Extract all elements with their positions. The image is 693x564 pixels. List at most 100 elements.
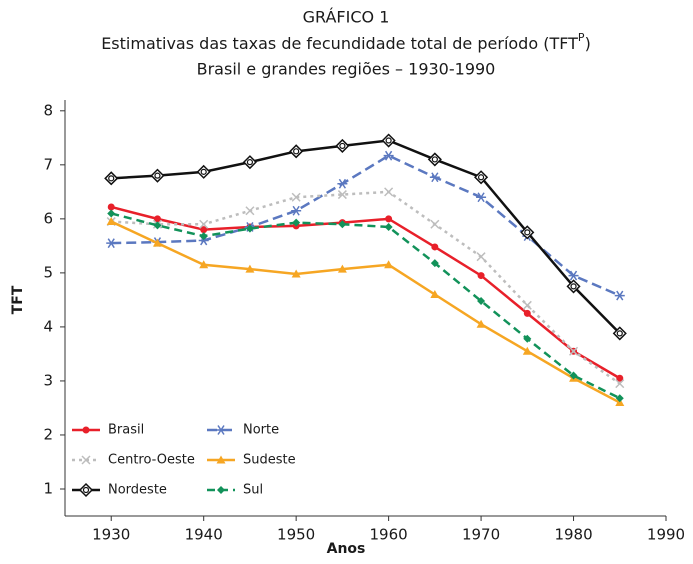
- marker: [431, 243, 439, 251]
- marker-shape: [339, 142, 346, 150]
- marker: [245, 264, 255, 273]
- x-tick-label: 1970: [462, 526, 500, 544]
- marker: [107, 203, 115, 211]
- subtitle-sup: P: [578, 31, 585, 44]
- marker-shape: [82, 486, 90, 494]
- marker: [430, 259, 439, 268]
- chart-subtitle: Estimativas das taxas de fecundidade tot…: [101, 31, 591, 53]
- marker: [199, 219, 209, 229]
- marker: [430, 219, 440, 229]
- marker-shape: [293, 148, 300, 155]
- marker-shape: [384, 222, 393, 231]
- marker-shape: [429, 172, 440, 183]
- marker-shape: [196, 164, 211, 179]
- y-tick-label: 3: [43, 371, 53, 389]
- marker-shape: [430, 219, 440, 229]
- marker: [153, 215, 161, 223]
- marker: [217, 486, 225, 494]
- marker: [216, 455, 226, 464]
- marker: [152, 238, 162, 247]
- x-tick-label: 1990: [647, 526, 685, 544]
- marker-shape: [612, 326, 627, 341]
- marker-shape: [242, 155, 257, 170]
- marker: [242, 155, 257, 170]
- marker: [612, 326, 627, 341]
- series-line: [110, 212, 621, 400]
- y-tick-label: 2: [43, 425, 53, 443]
- marker: [568, 270, 579, 281]
- marker: [291, 205, 302, 216]
- marker-shape: [476, 319, 486, 328]
- marker-shape: [523, 334, 532, 343]
- marker-shape: [108, 175, 115, 182]
- series-line: [111, 139, 621, 335]
- y-tick-label: 4: [43, 317, 53, 335]
- marker-shape: [338, 220, 347, 229]
- marker: [106, 238, 117, 249]
- series-line: [111, 190, 621, 385]
- marker-shape: [384, 187, 394, 197]
- marker: [614, 290, 625, 301]
- marker: [523, 334, 532, 343]
- marker-shape: [477, 174, 485, 181]
- y-tick-label: 1: [43, 479, 53, 497]
- legend-label: Centro-Oeste: [108, 453, 195, 468]
- legend-label: Nordeste: [108, 483, 167, 498]
- marker-shape: [522, 346, 532, 355]
- x-tick-label: 1980: [554, 526, 592, 544]
- y-axis-label: TFT: [10, 285, 26, 314]
- marker: [429, 172, 440, 183]
- y-tick-label: 5: [43, 263, 53, 281]
- marker: [569, 346, 579, 356]
- marker: [616, 374, 624, 382]
- marker-shape: [154, 172, 161, 179]
- marker: [292, 218, 301, 227]
- marker: [385, 215, 393, 223]
- marker-shape: [524, 229, 531, 236]
- marker-shape: [616, 330, 623, 337]
- marker: [476, 319, 486, 328]
- marker: [381, 133, 396, 148]
- marker: [615, 394, 624, 403]
- subtitle-text: ): [585, 34, 591, 53]
- legend-label: Norte: [243, 423, 279, 438]
- marker-shape: [385, 215, 393, 223]
- marker: [522, 300, 532, 310]
- marker: [476, 192, 487, 203]
- marker-shape: [335, 138, 350, 153]
- marker: [430, 289, 440, 298]
- marker-shape: [107, 203, 115, 211]
- marker: [566, 279, 581, 294]
- marker-shape: [199, 232, 208, 241]
- marker-shape: [616, 374, 624, 382]
- marker-shape: [427, 152, 442, 167]
- chart-subtitle: Brasil e grandes regiões – 1930-1990: [197, 60, 496, 79]
- marker-shape: [200, 168, 207, 175]
- marker-shape: [385, 137, 392, 144]
- marker-shape: [566, 279, 581, 294]
- marker-shape: [477, 296, 486, 305]
- y-tick-label: 6: [43, 209, 53, 227]
- marker: [245, 206, 255, 216]
- x-tick-label: 1940: [185, 526, 223, 544]
- marker-shape: [199, 260, 209, 269]
- marker-shape: [337, 190, 347, 200]
- marker-shape: [337, 178, 348, 189]
- marker: [199, 260, 209, 269]
- marker: [104, 171, 119, 186]
- marker-shape: [153, 215, 161, 223]
- marker: [522, 346, 532, 355]
- series-line: [110, 220, 621, 404]
- marker: [245, 224, 254, 233]
- y-tick-label: 7: [43, 155, 53, 173]
- marker-shape: [383, 150, 394, 161]
- marker: [384, 222, 393, 231]
- marker-shape: [522, 300, 532, 310]
- marker-shape: [217, 486, 225, 494]
- marker: [153, 221, 162, 230]
- marker: [474, 170, 489, 185]
- marker-shape: [289, 144, 304, 159]
- marker-shape: [78, 482, 94, 498]
- marker-shape: [245, 224, 254, 233]
